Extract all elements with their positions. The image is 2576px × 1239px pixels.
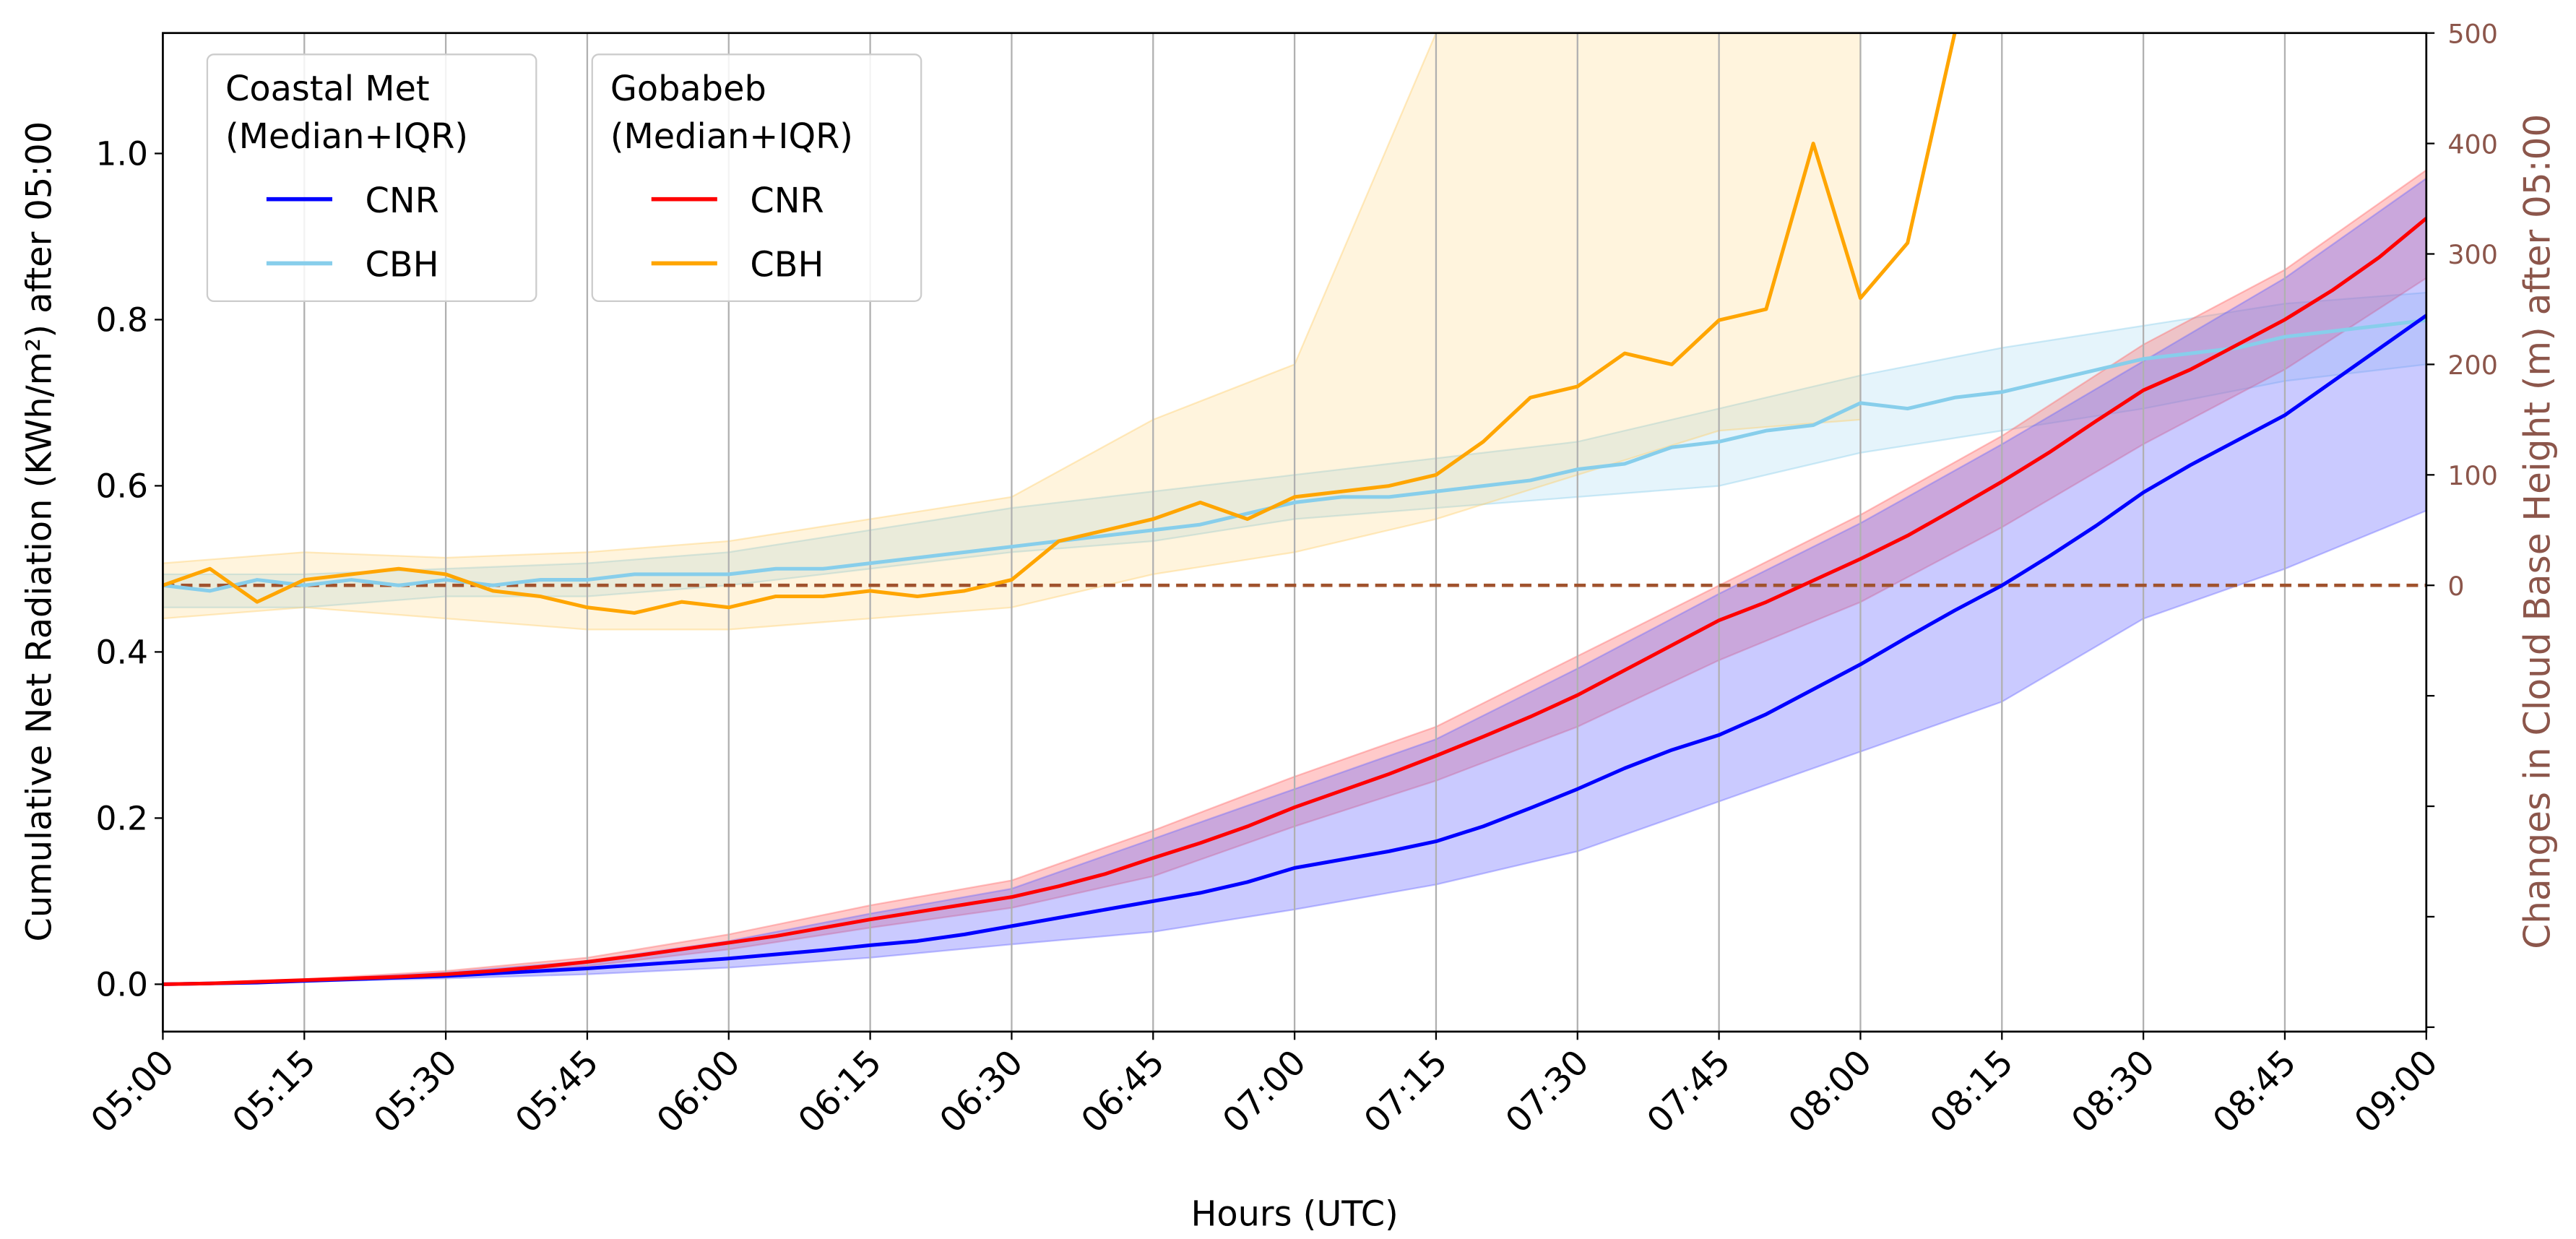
x-tick-label: 09:00: [2347, 1042, 2445, 1141]
x-tick-label: 06:15: [791, 1042, 889, 1141]
legend-label: CNR: [366, 181, 439, 221]
grid-lines: [163, 33, 2426, 1032]
x-tick-label: 07:45: [1640, 1042, 1738, 1141]
x-tick-label: 06:45: [1074, 1042, 1172, 1141]
y2-tick-label: 500: [2447, 18, 2498, 49]
y2-tick-label: 300: [2447, 239, 2498, 270]
x-tick-label: 07:00: [1216, 1042, 1314, 1141]
x-tick-label: 05:00: [84, 1042, 182, 1141]
y-tick-label: 0.8: [96, 301, 148, 339]
x-tick-label: 05:45: [508, 1042, 606, 1141]
x-tick-label: 08:15: [1923, 1042, 2021, 1141]
legend-box: [206, 53, 537, 303]
x-tick-label: 08:30: [2065, 1042, 2163, 1141]
x-tick-label: 05:15: [225, 1042, 324, 1141]
y2-tick-label: 0: [2447, 571, 2464, 602]
legend-title: Coastal Met: [225, 69, 430, 109]
legend-title: (Median+IQR): [610, 117, 853, 157]
line-coastal-met-cbh: [163, 318, 2426, 593]
y2-tick-label: 200: [2447, 350, 2498, 381]
y-axis: 0.0 0.2 0.4 0.6 0.8 1.0: [96, 134, 163, 1003]
iqr-band-coastal-met-cbh: [163, 291, 2426, 608]
y2-tick-label: 400: [2447, 129, 2498, 160]
series-lines: [163, 33, 2426, 986]
x-axis: 05:00 05:15 05:30 05:45 06:00 06:15 06:30 06:45…: [84, 1031, 2445, 1141]
y2-axis-label: Changes in Cloud Base Height (m) after 0…: [2517, 114, 2559, 949]
y-tick-label: 0.0: [96, 965, 148, 1003]
legend-label: CNR: [750, 181, 824, 221]
legend-title: (Median+IQR): [225, 117, 468, 157]
legend-label: CBH: [750, 246, 824, 285]
legend-label: CBH: [366, 246, 439, 285]
y2-axis: 0 100 200 300 400 500: [2426, 18, 2498, 1028]
x-tick-label: 07:15: [1357, 1042, 1455, 1141]
legend-box: [591, 53, 922, 303]
y-tick-label: 0.4: [96, 633, 148, 671]
legend-gobabeb: Gobabeb (Median+IQR) CNR CBH: [591, 53, 922, 303]
x-axis-label: Hours (UTC): [1190, 1195, 1398, 1235]
x-tick-label: 08:00: [1781, 1042, 1880, 1141]
legend-coastal-met: Coastal Met (Median+IQR) CNR CBH: [206, 53, 537, 303]
legend-title: Gobabeb: [610, 69, 766, 109]
y2-tick-label: 100: [2447, 460, 2498, 491]
y-tick-label: 0.6: [96, 467, 148, 505]
y-axis-label: Cumulative Net Radiation (KWh/m²) after …: [20, 121, 60, 942]
y-tick-label: 1.0: [96, 134, 148, 173]
x-tick-label: 08:45: [2205, 1042, 2304, 1141]
line-coastal-met-cnr: [163, 314, 2426, 986]
y-tick-label: 0.2: [96, 799, 148, 837]
legends: Coastal Met (Median+IQR) CNR CBH Gobabeb (Med…: [206, 53, 922, 303]
line-gobabeb-cnr: [163, 217, 2426, 986]
x-tick-label: 05:30: [367, 1042, 465, 1141]
x-tick-label: 07:30: [1498, 1042, 1596, 1141]
x-tick-label: 06:00: [649, 1042, 748, 1141]
x-tick-label: 06:30: [933, 1042, 1031, 1141]
